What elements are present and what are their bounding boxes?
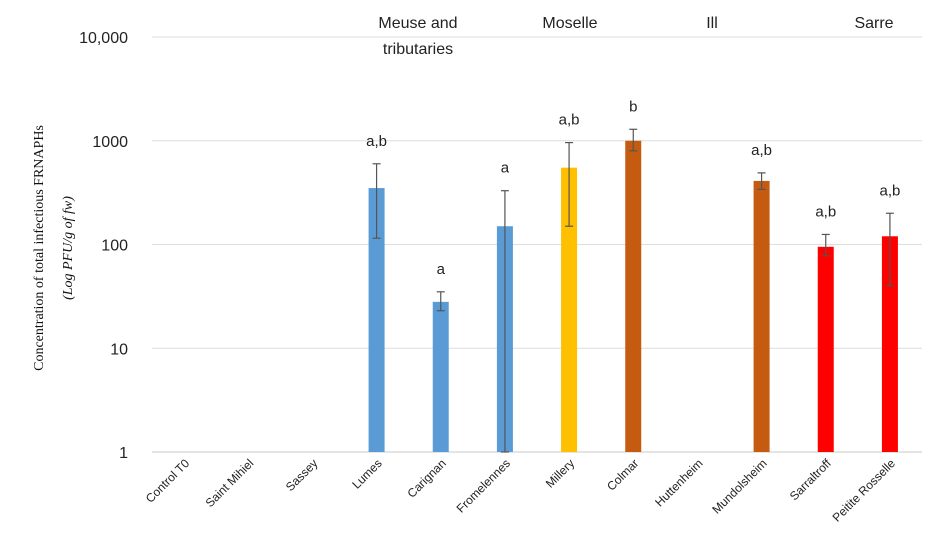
- x-tick-label-11: Peitite Rosselle: [830, 456, 899, 525]
- significance-label-4: a: [437, 261, 446, 278]
- x-tick-label-1: Saint Mihiel: [203, 456, 257, 510]
- bar-3: [368, 188, 385, 453]
- y-tick-label: 10: [110, 341, 128, 358]
- x-tick-label-0: Control T0: [143, 456, 193, 506]
- x-tick-label-10: Sarraltroff: [787, 456, 834, 503]
- y-axis-ticks: 1 10 100 1000 10,000: [79, 30, 128, 462]
- group-labels: Meuse and tributaries Moselle Ill Sarre: [378, 15, 893, 58]
- group-label-0: tributaries: [383, 41, 453, 58]
- y-axis-label-line2: (Log PFU/g of fw): [61, 196, 76, 300]
- x-axis-labels: Control T0 Saint Mihiel Sassey Lumes Carigna…: [143, 456, 898, 525]
- bar-4: [432, 301, 449, 452]
- y-tick-label: 1: [119, 445, 128, 462]
- significance-label-7: b: [629, 98, 637, 115]
- y-tick-label: 10,000: [79, 30, 128, 47]
- x-tick-label-7: Colmar: [604, 456, 641, 493]
- bar-6: [561, 167, 578, 452]
- bars: a,b a a a,b b a,b a,b a,b: [366, 98, 900, 453]
- x-tick-label-5: Fromelennes: [454, 456, 513, 515]
- bar-10: [817, 246, 834, 452]
- group-label-3: Sarre: [854, 15, 893, 32]
- bar-7: [625, 140, 642, 452]
- x-tick-label-3: Lumes: [349, 456, 384, 491]
- significance-label-11: a,b: [879, 182, 900, 199]
- x-tick-label-8: Huttenheim: [652, 456, 705, 509]
- bar-11: [881, 236, 898, 452]
- y-axis-label-line1: Concentration of total infectious FRNAPH…: [32, 125, 47, 371]
- significance-label-3: a,b: [366, 133, 387, 150]
- group-label-0: Meuse and: [378, 15, 457, 32]
- group-label-2: Ill: [706, 15, 718, 32]
- bar-9: [753, 180, 770, 452]
- x-tick-label-2: Sassey: [283, 456, 321, 494]
- significance-label-6: a,b: [559, 112, 580, 129]
- significance-label-5: a: [501, 160, 510, 177]
- group-label-1: Moselle: [542, 15, 597, 32]
- y-tick-label: 1000: [92, 134, 128, 151]
- y-tick-label: 100: [101, 238, 128, 255]
- x-tick-label-6: Millery: [543, 456, 577, 490]
- x-tick-label-9: Mundolsheim: [709, 456, 769, 516]
- gridlines: [152, 36, 922, 453]
- significance-label-10: a,b: [815, 203, 836, 220]
- significance-label-9: a,b: [751, 142, 772, 159]
- x-tick-label-4: Carignan: [405, 456, 449, 500]
